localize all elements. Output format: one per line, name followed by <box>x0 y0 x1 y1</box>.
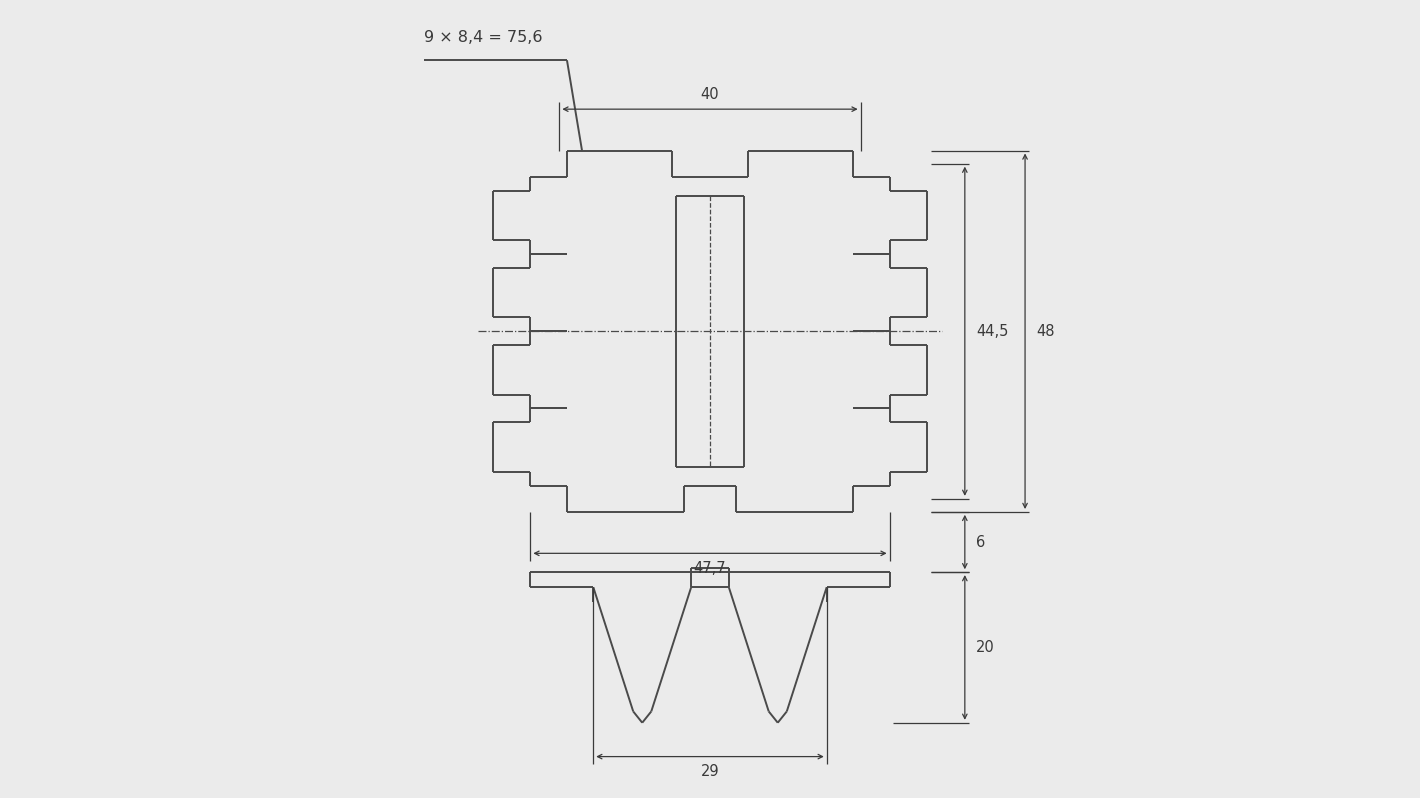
Text: 40: 40 <box>700 87 720 101</box>
Text: 6: 6 <box>976 535 985 550</box>
Text: 48: 48 <box>1037 324 1055 338</box>
Text: 9 × 8,4 = 75,6: 9 × 8,4 = 75,6 <box>425 30 542 45</box>
Text: 44,5: 44,5 <box>976 324 1008 338</box>
Text: 29: 29 <box>700 764 720 779</box>
Text: 20: 20 <box>976 640 995 655</box>
Text: 47,7: 47,7 <box>694 561 726 576</box>
